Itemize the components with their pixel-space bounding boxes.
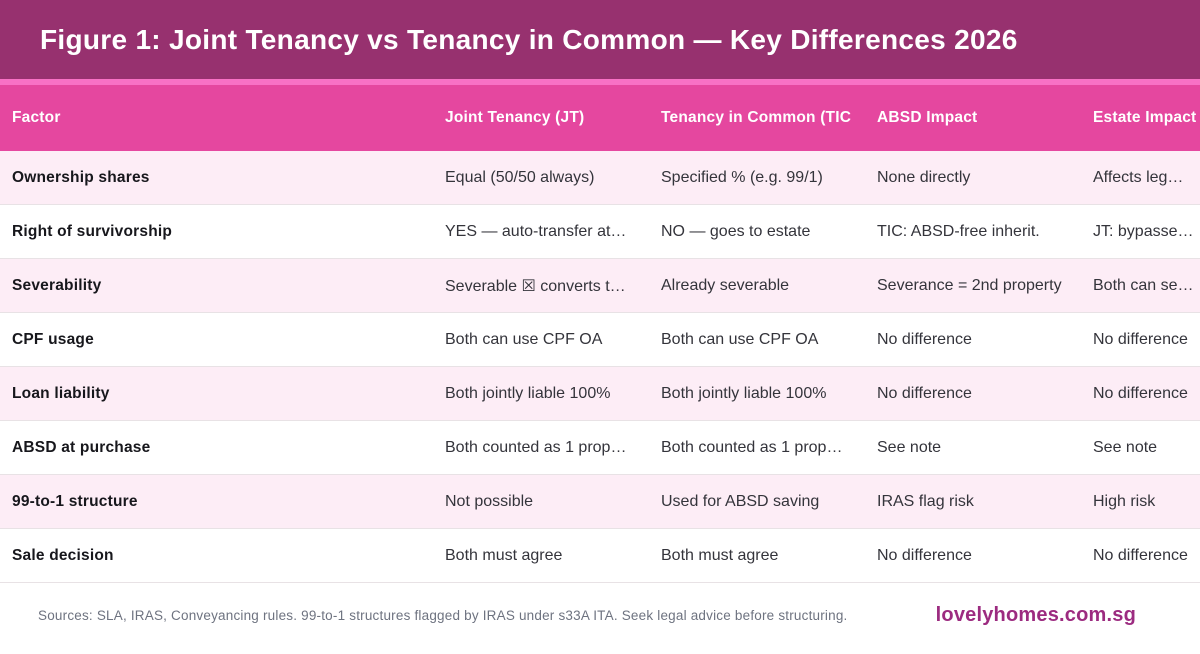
column-header-absd-impact: ABSD Impact (877, 109, 978, 126)
table-row: Ownership shares Equal (50/50 always) Sp… (0, 151, 1200, 205)
cell-tenancy-in-common: Specified % (e.g. 99/1) (661, 168, 823, 186)
column-header-estate-impact: Estate Impact (1093, 109, 1197, 126)
cell-joint-tenancy: YES — auto-transfer at… (445, 222, 627, 240)
cell-estate-impact: High risk (1093, 492, 1156, 510)
cell-estate-impact: No difference (1093, 546, 1188, 564)
cell-joint-tenancy: Both can use CPF OA (445, 330, 603, 348)
table-row: ABSD at purchase Both counted as 1 prop…… (0, 421, 1200, 475)
cell-factor: Loan liability (12, 384, 110, 402)
table-row: CPF usage Both can use CPF OA Both can u… (0, 313, 1200, 367)
cell-joint-tenancy: Both jointly liable 100% (445, 384, 611, 402)
cell-joint-tenancy: Both counted as 1 prop… (445, 438, 627, 456)
cell-tenancy-in-common: Both can use CPF OA (661, 330, 819, 348)
cell-factor: 99-to-1 structure (12, 492, 138, 510)
cell-absd-impact: No difference (877, 546, 972, 564)
cell-tenancy-in-common: NO — goes to estate (661, 222, 811, 240)
cell-absd-impact: No difference (877, 330, 972, 348)
cell-estate-impact: No difference (1093, 384, 1188, 402)
cell-joint-tenancy: Not possible (445, 492, 534, 510)
cell-absd-impact: TIC: ABSD-free inherit. (877, 222, 1040, 240)
title-bar: Figure 1: Joint Tenancy vs Tenancy in Co… (0, 0, 1200, 79)
table-row: Sale decision Both must agree Both must … (0, 529, 1200, 583)
cell-estate-impact: Affects leg… (1093, 168, 1184, 186)
sources-note: Sources: SLA, IRAS, Conveyancing rules. … (38, 607, 848, 623)
cell-joint-tenancy: Severable ☒ converts t… (445, 277, 626, 295)
cell-tenancy-in-common: Both counted as 1 prop… (661, 438, 843, 456)
cell-absd-impact: No difference (877, 384, 972, 402)
table-header-row: Factor Joint Tenancy (JT) Tenancy in Com… (0, 85, 1200, 151)
column-header-tenancy-in-common: Tenancy in Common (TIC (661, 109, 852, 126)
cell-tenancy-in-common: Both must agree (661, 546, 779, 564)
cell-factor: Sale decision (12, 546, 114, 564)
cell-factor: Severability (12, 276, 102, 294)
table-row: Loan liability Both jointly liable 100% … (0, 367, 1200, 421)
cell-absd-impact: None directly (877, 168, 971, 186)
cell-tenancy-in-common: Already severable (661, 276, 790, 294)
cell-factor: CPF usage (12, 330, 94, 348)
cell-factor: Right of survivorship (12, 222, 173, 240)
cell-joint-tenancy: Equal (50/50 always) (445, 168, 595, 186)
cell-tenancy-in-common: Both jointly liable 100% (661, 384, 827, 402)
cell-absd-impact: See note (877, 438, 942, 456)
table-row: Severability Severable ☒ converts t… Alr… (0, 259, 1200, 313)
cell-absd-impact: IRAS flag risk (877, 492, 974, 510)
accent-strip (0, 79, 1200, 85)
column-header-factor: Factor (12, 109, 61, 126)
cell-estate-impact: No difference (1093, 330, 1188, 348)
footer: Sources: SLA, IRAS, Conveyancing rules. … (0, 583, 1200, 653)
brand-link[interactable]: lovelyhomes.com.sg (935, 603, 1136, 626)
table-row: 99-to-1 structure Not possible Used for … (0, 475, 1200, 529)
cell-factor: ABSD at purchase (12, 438, 151, 456)
cell-joint-tenancy: Both must agree (445, 546, 563, 564)
cell-estate-impact: JT: bypasse… (1093, 222, 1194, 240)
cell-tenancy-in-common: Used for ABSD saving (661, 492, 820, 510)
cell-estate-impact: Both can se… (1093, 276, 1194, 294)
page-title: Figure 1: Joint Tenancy vs Tenancy in Co… (40, 23, 1018, 55)
column-header-joint-tenancy: Joint Tenancy (JT) (445, 109, 585, 126)
comparison-table: Factor Joint Tenancy (JT) Tenancy in Com… (0, 85, 1200, 583)
cell-factor: Ownership shares (12, 168, 150, 186)
cell-estate-impact: See note (1093, 438, 1158, 456)
table-row: Right of survivorship YES — auto-transfe… (0, 205, 1200, 259)
cell-absd-impact: Severance = 2nd property (877, 276, 1062, 294)
